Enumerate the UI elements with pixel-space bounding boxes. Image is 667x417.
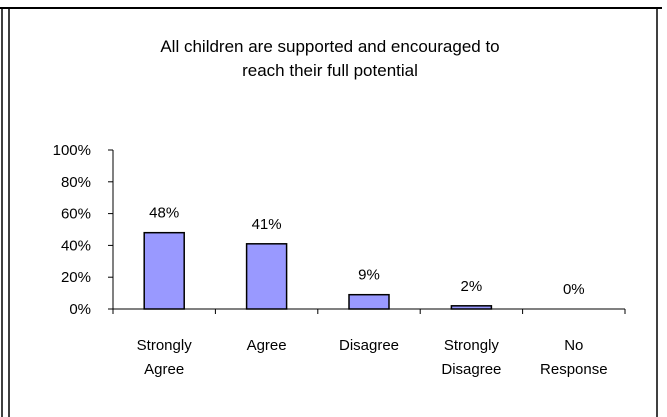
category-label: Strongly — [444, 337, 500, 354]
chart-title-line-1: All children are supported and encourage… — [160, 37, 499, 56]
bars — [143, 231, 493, 310]
bar — [245, 243, 288, 310]
y-axis: 0% 20% 40% 60% 80% 100% — [53, 142, 114, 318]
y-tick-label: 20% — [61, 269, 91, 286]
data-label: 48% — [149, 205, 179, 222]
category-label: Disagree — [339, 337, 399, 354]
category-label: Agree — [247, 337, 287, 354]
data-label: 41% — [252, 216, 282, 233]
y-tick-label: 40% — [61, 237, 91, 254]
data-labels: 48% 41% 9% 2% 0% — [149, 205, 584, 298]
chart-title: All children are supported and encourage… — [160, 37, 499, 80]
category-label: Strongly — [137, 337, 193, 354]
data-label: 0% — [563, 281, 585, 298]
bar — [143, 231, 185, 310]
bar — [450, 305, 493, 310]
bar — [348, 293, 390, 310]
data-label: 2% — [461, 278, 483, 295]
chart-frame — [0, 7, 662, 417]
y-tick-label: 0% — [69, 301, 91, 318]
category-label: Agree — [144, 361, 184, 378]
y-tick-label: 100% — [53, 142, 91, 159]
y-tick-label: 80% — [61, 174, 91, 191]
category-label: No — [564, 337, 583, 354]
category-labels: Strongly Agree Agree Disagree Strongly Disagr… — [137, 337, 608, 378]
category-label: Response — [540, 361, 608, 378]
chart-title-line-2: reach their full potential — [242, 61, 418, 80]
y-tick-label: 60% — [61, 206, 91, 223]
category-label: Disagree — [441, 361, 501, 378]
data-label: 9% — [358, 267, 380, 284]
